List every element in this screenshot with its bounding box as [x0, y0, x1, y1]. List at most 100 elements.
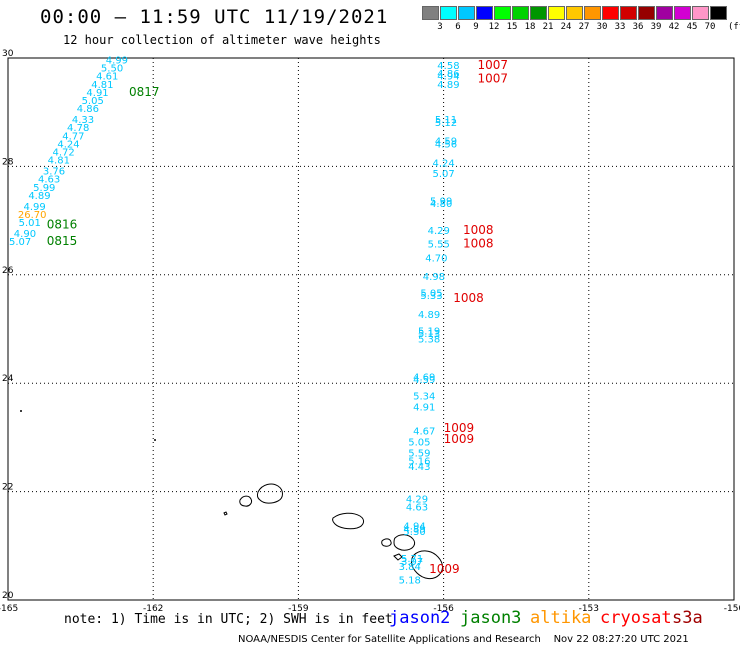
wave-height-value: 4.99 — [106, 55, 128, 66]
wave-height-value: 4.72 — [53, 148, 75, 159]
island-lanai — [381, 538, 392, 547]
wave-height-value: 5.34 — [413, 391, 435, 402]
wave-height-value: 4.29 — [406, 494, 428, 505]
small-island-dot — [154, 439, 156, 441]
color-scale-label: 27 — [578, 22, 590, 32]
wave-height-value: 4.63 — [406, 503, 428, 514]
time-label: 1009 — [444, 432, 475, 446]
time-label: 0817 — [129, 85, 160, 99]
lon-tick-label: -153 — [579, 604, 599, 614]
wave-height-value: 4.56 — [435, 139, 457, 150]
time-label: 1007 — [477, 58, 508, 72]
island-molokai — [332, 512, 365, 530]
wave-height-value: 4.91 — [413, 402, 435, 413]
wave-height-value: 4.89 — [437, 80, 459, 91]
lat-tick-label: 30 — [2, 49, 14, 59]
time-label: 0816 — [47, 218, 78, 232]
island-oahu — [256, 483, 283, 504]
map-frame — [7, 57, 735, 601]
wave-height-value: 4.86 — [77, 104, 99, 115]
color-scale-label: 21 — [542, 22, 554, 32]
color-scale-swatch — [584, 6, 601, 20]
color-scale-swatch — [476, 6, 493, 20]
island-kahoolawe — [393, 553, 403, 561]
wave-height-value: 5.55 — [428, 240, 450, 251]
wave-height-value: 5.01 — [19, 218, 41, 229]
legend-jason3: jason3 — [460, 608, 522, 628]
color-scale-label: 70 — [704, 22, 716, 32]
color-scale-swatch — [458, 6, 475, 20]
color-scale-label: 33 — [614, 22, 626, 32]
legend-s3a: s3a — [672, 608, 703, 628]
map-subtitle: 12 hour collection of altimeter wave hei… — [63, 33, 381, 47]
footer-note: note: 1) Time is in UTC; 2) SWH is in fe… — [64, 612, 393, 627]
color-scale-label: 36 — [632, 22, 644, 32]
island-kauai — [239, 495, 252, 507]
color-scale-swatch — [638, 6, 655, 20]
wave-height-value: 4.89 — [28, 191, 50, 202]
time-label: 1008 — [463, 223, 494, 237]
wave-height-value: 4.59 — [435, 137, 457, 148]
lat-tick-label: 22 — [2, 483, 13, 493]
wave-height-value: 4.33 — [72, 115, 94, 126]
color-scale-swatch — [656, 6, 673, 20]
color-scale-swatch — [440, 6, 457, 20]
wave-height-value: 4.24 — [432, 158, 454, 169]
wave-height-value: 4.29 — [428, 226, 450, 237]
time-label: 1008 — [453, 291, 484, 305]
wave-height-value: 4.67 — [413, 427, 435, 438]
lat-tick-label: 26 — [2, 266, 14, 276]
wave-height-value: 4.59 — [413, 375, 435, 386]
hawaii-coastline — [223, 483, 444, 580]
wave-height-value: 5.38 — [418, 335, 440, 346]
color-scale-swatch — [674, 6, 691, 20]
wave-height-value: 3.76 — [43, 167, 65, 178]
wave-height-points: 4.995.504.614.814.915.054.864.334.784.77… — [9, 55, 460, 586]
wave-height-value: 5.30 — [403, 527, 425, 538]
color-scale-label: 3 — [437, 22, 443, 32]
time-label: 1007 — [477, 71, 508, 85]
color-scale-label: 9 — [473, 22, 479, 32]
lat-tick-label: 28 — [2, 157, 14, 167]
color-scale-label: 45 — [686, 22, 698, 32]
wave-height-value: 4.89 — [418, 310, 440, 321]
small-island-dot — [20, 410, 22, 412]
color-scale-swatch — [620, 6, 637, 20]
wave-height-value: 3.97 — [401, 557, 423, 568]
legend-altika: altika — [530, 608, 592, 628]
lon-tick-label: -150 — [724, 604, 740, 614]
wave-height-value: 4.98 — [423, 272, 445, 283]
lon-tick-label: -165 — [0, 604, 18, 614]
color-scale-swatch — [710, 6, 727, 20]
footer-credit: NOAA/NESDIS Center for Satellite Applica… — [238, 634, 689, 645]
color-scale-label: 12 — [488, 22, 500, 32]
wave-height-value: 5.99 — [430, 196, 452, 207]
wave-height-value: 4.81 — [48, 156, 70, 167]
wave-height-value: 4.94 — [403, 522, 425, 533]
color-scale-label: 24 — [560, 22, 572, 32]
wave-height-value: 4.43 — [408, 462, 430, 473]
color-scale-label: 39 — [650, 22, 662, 32]
color-scale-swatch — [512, 6, 529, 20]
wave-height-value: 4.81 — [91, 80, 113, 91]
wave-height-value: 3.84 — [399, 562, 421, 573]
wave-height-value: 4.86 — [437, 69, 459, 80]
time-label: 1009 — [444, 421, 475, 435]
island-maui — [393, 534, 416, 551]
color-scale-unit: (ft) — [728, 22, 740, 32]
color-scale-label: 6 — [455, 22, 461, 32]
color-scale-swatch — [692, 6, 709, 20]
wave-height-value: 5.18 — [399, 576, 421, 587]
color-scale-swatch — [548, 6, 565, 20]
axis-ticks: -165 -162 -159 -156 -153 -150 30 28 26 24 22 20 — [0, 49, 740, 614]
legend-jason2: jason2 — [389, 608, 451, 628]
map-grid — [8, 58, 734, 600]
lon-tick-label: -162 — [143, 604, 163, 614]
wave-height-value: 5.11 — [435, 115, 457, 126]
wave-height-value: 4.80 — [430, 199, 452, 210]
lon-tick-label: -159 — [288, 604, 309, 614]
lat-tick-label: 24 — [2, 374, 14, 384]
wave-height-value: 4.63 — [38, 175, 60, 186]
wave-height-value: 4.99 — [23, 202, 45, 213]
